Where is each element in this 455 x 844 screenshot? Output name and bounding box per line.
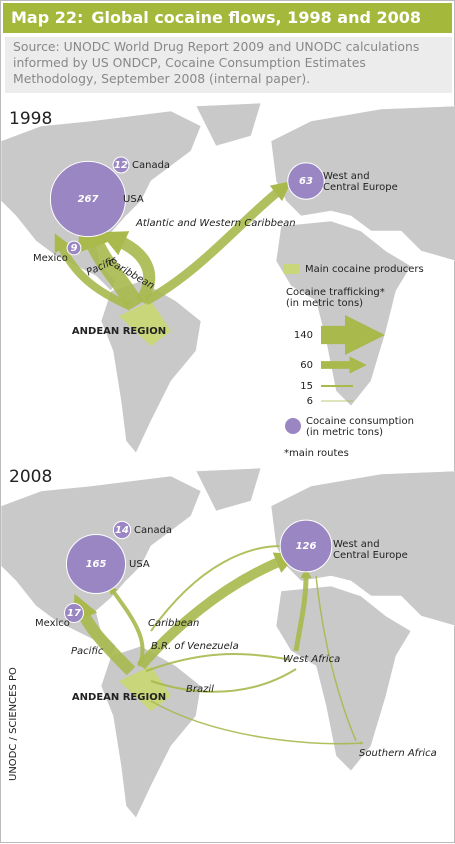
bubble-label: West and Central Europe [323, 171, 398, 193]
flow [293, 567, 312, 652]
consumption-bubble [112, 520, 132, 540]
consumption-bubble [287, 162, 325, 200]
legend-label: Main cocaine producers [305, 264, 424, 275]
route-label: Pacific [71, 646, 104, 657]
credit: UNODC / SCIENCES PO [8, 667, 19, 781]
source: Source: UNODC World Drug Report 2009 and… [5, 37, 452, 93]
consumption-bubble [49, 160, 127, 238]
bubble-value: 12 [114, 160, 128, 171]
flow [315, 575, 357, 742]
consumption-bubble [65, 533, 127, 595]
flow [108, 585, 145, 667]
bubble-value: 14 [115, 525, 129, 536]
legend-bubble [285, 418, 301, 434]
land [1, 102, 455, 454]
legend-note: *main routes [284, 448, 349, 459]
bubble-value: 126 [296, 541, 317, 552]
route-label: Brazil [186, 684, 214, 695]
flow [54, 233, 131, 310]
route-label: Southern Africa [359, 748, 437, 759]
consumption-bubble [279, 519, 333, 573]
bubble-value: 17 [67, 608, 81, 619]
route-label: B.R. of Venezuela [151, 641, 239, 652]
year: 1998 [9, 109, 52, 129]
flow [150, 700, 364, 745]
flow [137, 552, 298, 670]
flow [143, 181, 292, 305]
bubble-value: 9 [71, 243, 78, 254]
year: 2008 [9, 467, 52, 487]
flow [150, 545, 282, 632]
legend-label: (in metric tons) [286, 298, 363, 309]
flow [77, 209, 144, 311]
route-label: Caribbean [148, 618, 199, 629]
legend-label: Cocaine consumption [306, 416, 414, 427]
consumption-bubble [66, 240, 82, 256]
bubble-value: 267 [78, 194, 99, 205]
legend-width-label: 15 [300, 381, 313, 392]
legend-width-label: 140 [294, 330, 313, 341]
header-title: Global cocaine flows, 1998 and 2008 [91, 8, 422, 27]
legend-label: Cocaine trafficking* [286, 287, 385, 298]
header-label: Map 22: [11, 8, 84, 27]
region-label: ANDEAN REGION [72, 326, 166, 337]
flow [150, 668, 297, 693]
bubble-label: Canada [134, 525, 172, 536]
bubble-value: 165 [86, 559, 107, 570]
bubble-label: USA [123, 194, 144, 205]
bubble-label: USA [129, 559, 150, 570]
route-label: West Africa [283, 654, 340, 665]
legend-width-label: 6 [307, 396, 313, 407]
bubble-label: Canada [132, 160, 170, 171]
flow [99, 231, 156, 305]
bubble-label: West and Central Europe [333, 539, 408, 561]
consumption-bubble [112, 156, 130, 174]
bubble-value: 63 [299, 176, 313, 187]
flow [145, 653, 290, 672]
consumption-bubble [64, 603, 84, 623]
producer-area [119, 666, 171, 711]
legend-width-label: 60 [300, 360, 313, 371]
header: Map 22: Global cocaine flows, 1998 and 20… [3, 3, 452, 33]
legend-swatch [284, 264, 300, 274]
route-label: Atlantic and Western Caribbean [135, 218, 296, 229]
legend-label: (in metric tons) [306, 427, 383, 438]
flow [73, 593, 136, 676]
bubble-label: Mexico [33, 253, 68, 264]
region-label: ANDEAN REGION [72, 692, 166, 703]
producer-area [119, 301, 171, 346]
bubble-label: Mexico [35, 618, 70, 629]
